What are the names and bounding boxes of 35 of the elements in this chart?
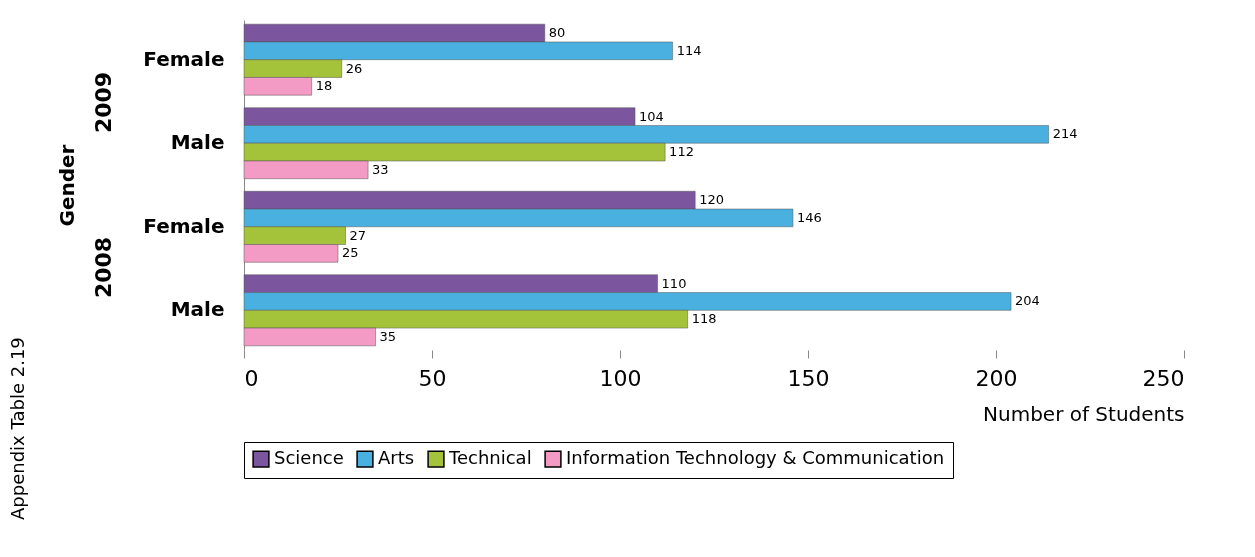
data-label: 110 — [661, 275, 687, 291]
y-tick-label: Male — [170, 130, 225, 155]
x-tick-label: 50 — [418, 365, 447, 391]
data-label: 104 — [639, 108, 664, 124]
data-label: 114 — [676, 42, 702, 58]
x-tick-label: 200 — [975, 365, 1018, 391]
y-tick-label: Female — [143, 46, 225, 71]
legend-label: Information Technology & Communication — [566, 447, 945, 469]
legend-label: Technical — [448, 447, 532, 469]
legend-label: Arts — [378, 447, 415, 469]
y-axis-title: Gender — [55, 144, 80, 227]
data-label: 146 — [796, 209, 822, 225]
x-tick-label: 100 — [599, 365, 642, 391]
data-label: 80 — [548, 25, 566, 41]
x-tick-label: 0 — [244, 365, 259, 391]
data-label: 27 — [349, 227, 367, 243]
text: 2009 — [91, 71, 116, 134]
x-tick-label: 150 — [787, 365, 830, 391]
legend-label: Science — [274, 447, 344, 469]
data-label: 118 — [691, 311, 717, 327]
data-label: 35 — [379, 328, 397, 344]
data-label: 26 — [345, 60, 363, 76]
data-label: 204 — [1015, 293, 1040, 309]
data-label: 112 — [669, 144, 694, 160]
data-label: 33 — [372, 161, 389, 177]
x-tick-label: 250 — [1142, 365, 1185, 391]
y-tick-label: Female — [143, 213, 225, 238]
text: Appendix Table 2.19 — [7, 337, 28, 520]
text: 2008 — [91, 236, 116, 299]
data-label: 25 — [342, 245, 359, 261]
data-label: 120 — [699, 192, 725, 208]
data-label: 18 — [315, 78, 333, 94]
y-tick-label: Male — [170, 297, 225, 322]
x-axis-title: Number of Students — [983, 401, 1185, 426]
data-label: 214 — [1052, 126, 1078, 142]
